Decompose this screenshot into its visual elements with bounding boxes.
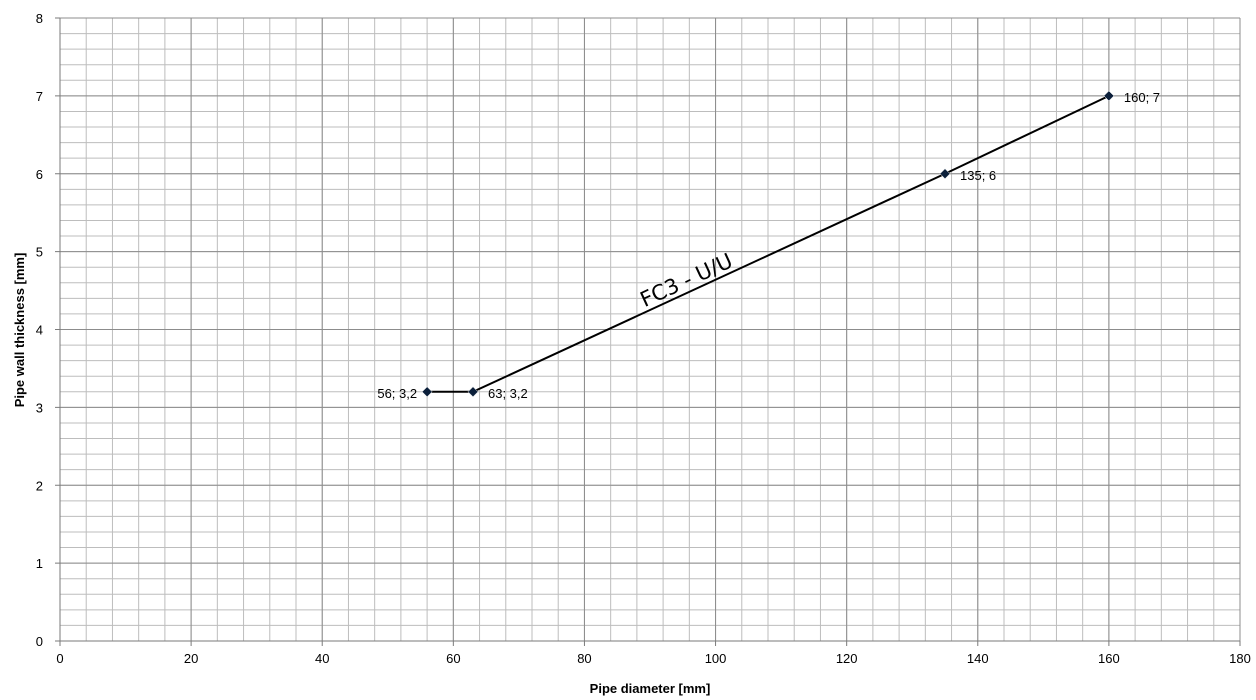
x-tick-label: 40: [315, 651, 329, 666]
series-line: [427, 94, 1110, 393]
data-point-label: 135; 6: [960, 168, 996, 183]
series-annotation: FC3 - U/U: [636, 249, 736, 312]
data-point-marker: [421, 386, 433, 398]
markers: [421, 90, 1115, 398]
y-tick-labels: 0 1 2 3 4 5 6 7 8: [36, 11, 43, 649]
data-point-label: 63; 3,2: [488, 386, 528, 401]
y-tick-label: 8: [36, 11, 43, 26]
x-tick-labels: 0 20 40 60 80 100 120 140 160 180: [56, 651, 1250, 666]
y-tick-label: 2: [36, 478, 43, 493]
data-point-label: 56; 3,2: [377, 386, 417, 401]
point-labels: 56; 3,2 63; 3,2 135; 6 160; 7: [377, 90, 1160, 401]
x-tick-label: 140: [967, 651, 989, 666]
y-tick-label: 4: [36, 323, 43, 338]
x-tick-label: 0: [56, 651, 63, 666]
series: [427, 94, 1110, 393]
data-point-marker: [939, 168, 951, 180]
x-tick-label: 100: [705, 651, 727, 666]
data-point-marker: [1103, 90, 1115, 102]
data-point-marker: [467, 386, 479, 398]
x-tick-label: 120: [836, 651, 858, 666]
x-tick-label: 20: [184, 651, 198, 666]
x-tick-label: 160: [1098, 651, 1120, 666]
annotations: FC3 - U/U: [636, 249, 736, 312]
x-tick-label: 80: [577, 651, 591, 666]
y-tick-label: 6: [36, 167, 43, 182]
y-tick-label: 3: [36, 400, 43, 415]
x-tick-label: 180: [1229, 651, 1251, 666]
y-tick-label: 7: [36, 89, 43, 104]
data-point-label: 160; 7: [1124, 90, 1160, 105]
y-tick-label: 5: [36, 245, 43, 260]
y-tick-label: 1: [36, 556, 43, 571]
y-tick-label: 0: [36, 634, 43, 649]
x-axis-title: Pipe diameter [mm]: [590, 681, 711, 696]
x-tick-label: 60: [446, 651, 460, 666]
y-axis-title: Pipe wall thickness [mm]: [12, 253, 27, 408]
axes: [55, 17, 1241, 646]
